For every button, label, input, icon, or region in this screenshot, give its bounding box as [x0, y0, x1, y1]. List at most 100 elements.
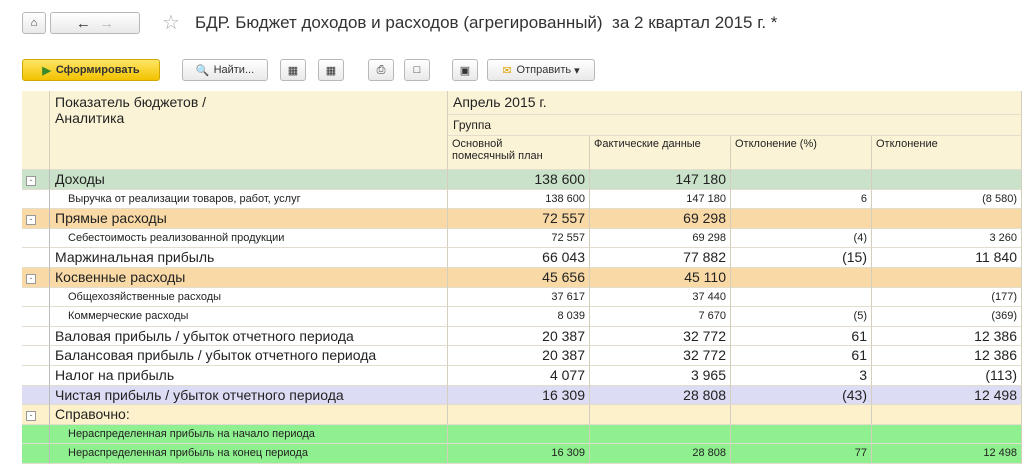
value-cell: 77: [731, 444, 872, 464]
column-header: Показатель бюджетов / Аналитика: [50, 91, 448, 170]
find-button[interactable]: 🔍 Найти...: [182, 59, 268, 81]
value-cell: (177): [872, 287, 1022, 308]
value-cell: [731, 170, 872, 190]
row-label: Коммерческие расходы: [50, 307, 448, 327]
value-cell: (4): [731, 228, 872, 249]
value-cell: 66 043: [448, 248, 590, 268]
tree-cell: [22, 228, 50, 249]
save-button[interactable]: ▣: [452, 59, 478, 81]
row-label: Себестоимость реализованной продукции: [50, 228, 448, 249]
send-label: Отправить: [516, 64, 572, 76]
value-cell: 3: [731, 366, 872, 386]
tree-cell: -: [22, 405, 50, 425]
tree-cell: -: [22, 268, 50, 288]
favorite-star[interactable]: ☆: [162, 12, 180, 34]
subheader: Основной помесячный план: [448, 136, 590, 170]
row-label: Косвенные расходы: [50, 268, 448, 288]
tree-cell: [22, 248, 50, 268]
generate-button[interactable]: ▶ Сформировать: [22, 59, 160, 81]
row-label: Чистая прибыль / убыток отчетного период…: [50, 385, 448, 406]
value-cell: 32 772: [590, 346, 731, 366]
tree-cell: [22, 366, 50, 386]
value-cell: 61: [731, 326, 872, 347]
value-cell: 7 670: [590, 307, 731, 327]
tree-cell: [22, 424, 50, 445]
value-cell: 20 387: [448, 346, 590, 366]
home-button[interactable]: ⌂: [22, 12, 46, 34]
value-cell: 8 039: [448, 307, 590, 327]
tree-cell: [22, 444, 50, 464]
tree-cell: [22, 326, 50, 347]
value-cell: 12 498: [872, 385, 1022, 406]
row-label: Маржинальная прибыль: [50, 248, 448, 268]
value-cell: 12 386: [872, 346, 1022, 366]
tree-cell: [22, 346, 50, 366]
tree-cell: [22, 189, 50, 210]
value-cell: 69 298: [590, 228, 731, 249]
value-cell: [731, 268, 872, 288]
row-label: Налог на прибыль: [50, 366, 448, 386]
row-label: Справочно:: [50, 405, 448, 425]
value-cell: 61: [731, 346, 872, 366]
value-cell: 45 110: [590, 268, 731, 288]
value-cell: 77 882: [590, 248, 731, 268]
value-cell: 37 617: [448, 287, 590, 308]
value-cell: [872, 405, 1022, 425]
period-header: Апрель 2015 г.: [448, 91, 1022, 115]
value-cell: (5): [731, 307, 872, 327]
value-cell: 16 309: [448, 385, 590, 406]
icon-button[interactable]: ▦: [318, 59, 344, 81]
value-cell: 3 965: [590, 366, 731, 386]
value-cell: [731, 287, 872, 308]
value-cell: 6: [731, 189, 872, 210]
preview-button[interactable]: □: [404, 59, 430, 81]
page-title: БДР. Бюджет доходов и расходов (агрегиро…: [195, 13, 778, 32]
find-label: Найти...: [213, 64, 255, 76]
value-cell: [731, 209, 872, 229]
group-header: Группа: [448, 115, 1022, 136]
tree-cell: [22, 307, 50, 327]
tree-cell: [22, 385, 50, 406]
value-cell: 12 386: [872, 326, 1022, 347]
value-cell: [731, 424, 872, 445]
report-table: Показатель бюджетов / Аналитика Апрель 20…: [22, 91, 1022, 472]
row-label: Прямые расходы: [50, 209, 448, 229]
tree-gutter-header: [22, 91, 50, 170]
value-cell: [872, 424, 1022, 445]
value-cell: 11 840: [872, 248, 1022, 268]
value-cell: [731, 405, 872, 425]
icon-button[interactable]: ▦: [280, 59, 306, 81]
value-cell: 147 180: [590, 189, 731, 210]
value-cell: [872, 170, 1022, 190]
nav-buttons[interactable]: ← →: [50, 12, 140, 34]
value-cell: (369): [872, 307, 1022, 327]
tree-cell: [22, 287, 50, 308]
subheader: Отклонение (%): [731, 136, 872, 170]
value-cell: 12 498: [872, 444, 1022, 464]
row-label: Доходы: [50, 170, 448, 190]
value-cell: [448, 405, 590, 425]
tree-cell: -: [22, 209, 50, 229]
subheader: Фактические данные: [590, 136, 731, 170]
value-cell: 4 077: [448, 366, 590, 386]
value-cell: [590, 405, 731, 425]
value-cell: 147 180: [590, 170, 731, 190]
value-cell: 3 260: [872, 228, 1022, 249]
value-cell: 72 557: [448, 228, 590, 249]
tree-cell: -: [22, 170, 50, 190]
row-label: Выручка от реализации товаров, работ, ус…: [50, 189, 448, 210]
send-button[interactable]: ✉ Отправить ▾: [487, 59, 595, 81]
value-cell: 45 656: [448, 268, 590, 288]
value-cell: [590, 424, 731, 445]
value-cell: 28 808: [590, 385, 731, 406]
value-cell: 28 808: [590, 444, 731, 464]
row-label: Общехозяйственные расходы: [50, 287, 448, 308]
row-label: Нераспределенная прибыль на начало перио…: [50, 424, 448, 445]
subheader: Отклонение: [872, 136, 1022, 170]
value-cell: 20 387: [448, 326, 590, 347]
value-cell: (15): [731, 248, 872, 268]
print-button[interactable]: ⎙: [368, 59, 394, 81]
value-cell: 72 557: [448, 209, 590, 229]
value-cell: 16 309: [448, 444, 590, 464]
